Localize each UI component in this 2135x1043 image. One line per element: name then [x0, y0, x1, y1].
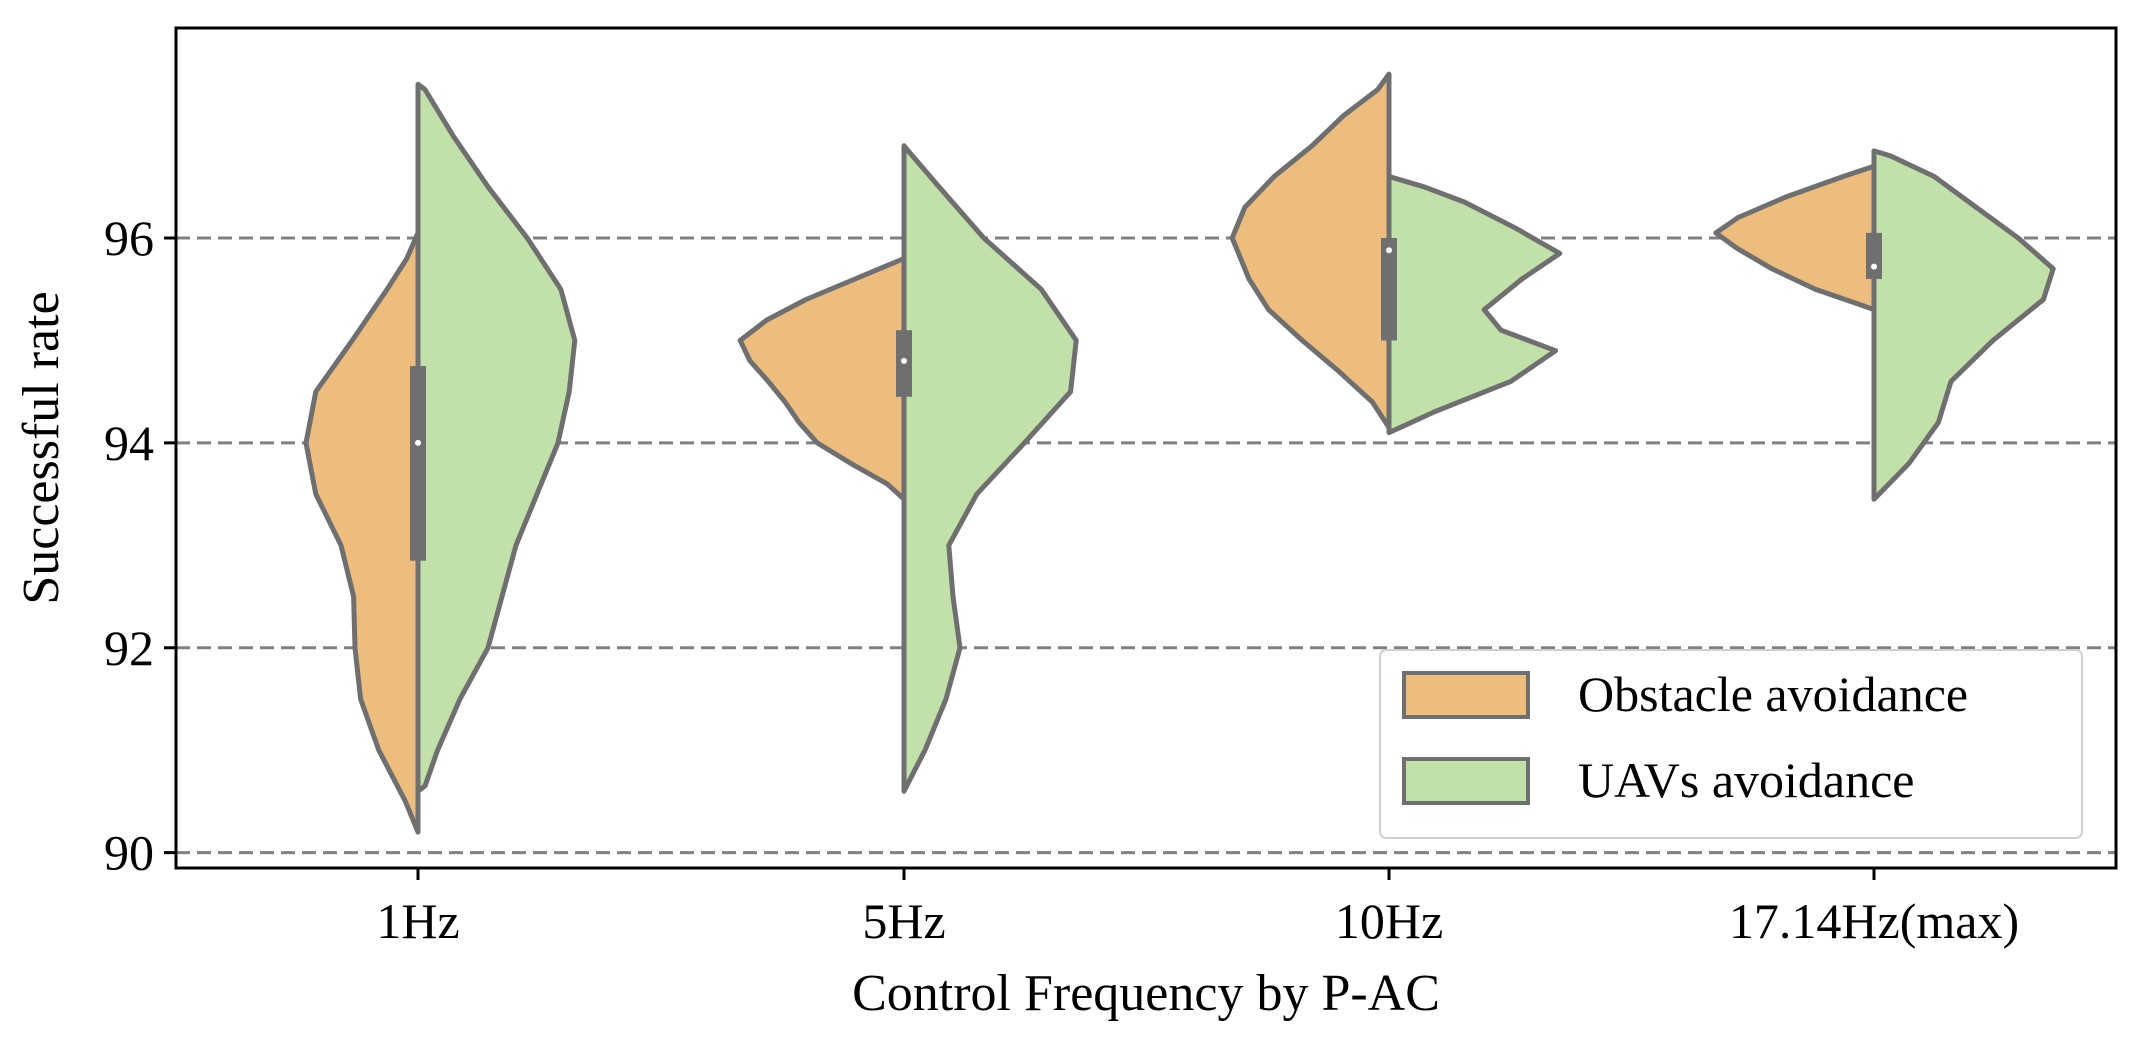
violin-uavs-17.14Hz(max): [1871, 148, 2056, 502]
y-axis-title: Successful rate: [13, 291, 70, 604]
legend-frame: [1379, 649, 2083, 839]
inner-boxes: [410, 232, 1882, 561]
median-point-1Hz: [415, 439, 421, 446]
violin-obstacle-5Hz: [737, 255, 907, 502]
y-tick-label-92: 92: [104, 620, 154, 676]
inner-box-1Hz: [410, 366, 426, 561]
median-point-17.14Hz(max): [1871, 263, 1877, 270]
x-tick-label-1Hz: 1Hz: [376, 893, 459, 949]
violins: [303, 71, 2056, 835]
axis-ticks: 90 92 94 96 1Hz 5Hz 10Hz 17.14Hz(max): [104, 210, 2019, 949]
violin-uavs-1Hz: [415, 81, 578, 794]
violin-uavs-5Hz: [901, 143, 1079, 794]
y-tick-label-90: 90: [104, 825, 154, 881]
legend-swatch-obstacle: [1402, 671, 1530, 719]
inner-box-10Hz: [1381, 238, 1397, 341]
x-axis-title: Control Frequency by P-AC: [852, 965, 1440, 1022]
legend: Obstacle avoidance UAVs avoidance: [1379, 649, 2083, 839]
x-tick-label-10Hz: 10Hz: [1335, 893, 1443, 949]
median-point-10Hz: [1386, 247, 1392, 254]
violin-uavs-10Hz: [1386, 174, 1563, 436]
violin-obstacle-10Hz: [1229, 71, 1392, 431]
legend-label-uavs: UAVs avoidance: [1578, 752, 1915, 808]
median-point-5Hz: [901, 357, 907, 364]
x-tick-label-5Hz: 5Hz: [862, 893, 945, 949]
violin-obstacle-1Hz: [303, 230, 421, 835]
plot-frame: [174, 26, 2118, 870]
y-tick-label-94: 94: [104, 415, 154, 471]
violin-obstacle-17.14Hz(max): [1713, 163, 1877, 313]
legend-swatch-uavs: [1402, 757, 1530, 805]
y-tick-label-96: 96: [104, 210, 154, 266]
inner-box-17.14Hz(max): [1866, 232, 1882, 279]
x-tick-label-17.14Hz(max): 17.14Hz(max): [1729, 893, 2019, 949]
legend-label-obstacle: Obstacle avoidance: [1578, 666, 1968, 722]
